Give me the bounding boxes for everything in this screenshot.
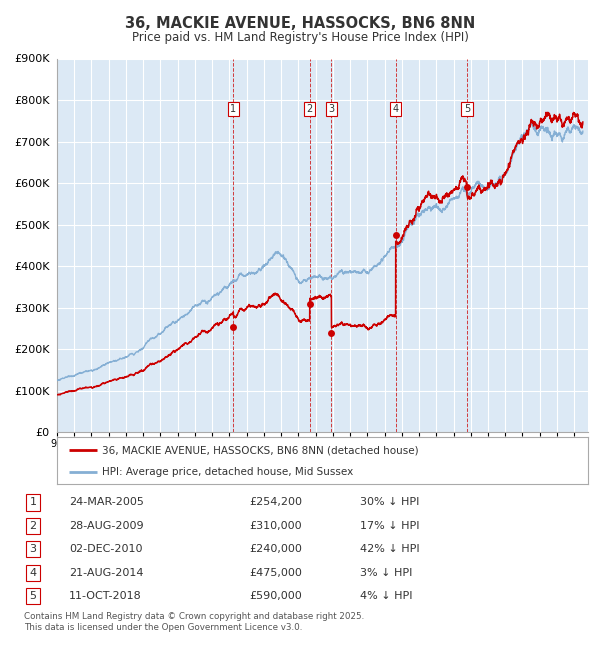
Text: £590,000: £590,000: [249, 591, 302, 601]
Text: 1: 1: [29, 497, 37, 508]
Text: 3% ↓ HPI: 3% ↓ HPI: [360, 567, 412, 578]
Text: £240,000: £240,000: [249, 544, 302, 554]
Text: 4: 4: [29, 567, 37, 578]
Text: £254,200: £254,200: [249, 497, 302, 508]
Text: 3: 3: [29, 544, 37, 554]
Text: 4: 4: [392, 104, 398, 114]
Text: 21-AUG-2014: 21-AUG-2014: [69, 567, 143, 578]
Text: 11-OCT-2018: 11-OCT-2018: [69, 591, 142, 601]
Text: 42% ↓ HPI: 42% ↓ HPI: [360, 544, 419, 554]
Text: £310,000: £310,000: [249, 521, 302, 531]
Text: Contains HM Land Registry data © Crown copyright and database right 2025.
This d: Contains HM Land Registry data © Crown c…: [24, 612, 364, 632]
Text: HPI: Average price, detached house, Mid Sussex: HPI: Average price, detached house, Mid …: [102, 467, 353, 476]
Text: £475,000: £475,000: [249, 567, 302, 578]
Text: 1: 1: [230, 104, 236, 114]
Text: Price paid vs. HM Land Registry's House Price Index (HPI): Price paid vs. HM Land Registry's House …: [131, 31, 469, 44]
Text: 28-AUG-2009: 28-AUG-2009: [69, 521, 143, 531]
Text: 24-MAR-2005: 24-MAR-2005: [69, 497, 144, 508]
Text: 36, MACKIE AVENUE, HASSOCKS, BN6 8NN: 36, MACKIE AVENUE, HASSOCKS, BN6 8NN: [125, 16, 475, 31]
Text: 5: 5: [464, 104, 470, 114]
Text: 02-DEC-2010: 02-DEC-2010: [69, 544, 143, 554]
Text: 2: 2: [307, 104, 313, 114]
Text: 5: 5: [29, 591, 37, 601]
Text: 4% ↓ HPI: 4% ↓ HPI: [360, 591, 413, 601]
Text: 3: 3: [328, 104, 335, 114]
Text: 2: 2: [29, 521, 37, 531]
Text: 36, MACKIE AVENUE, HASSOCKS, BN6 8NN (detached house): 36, MACKIE AVENUE, HASSOCKS, BN6 8NN (de…: [102, 445, 419, 455]
Text: 17% ↓ HPI: 17% ↓ HPI: [360, 521, 419, 531]
Text: 30% ↓ HPI: 30% ↓ HPI: [360, 497, 419, 508]
